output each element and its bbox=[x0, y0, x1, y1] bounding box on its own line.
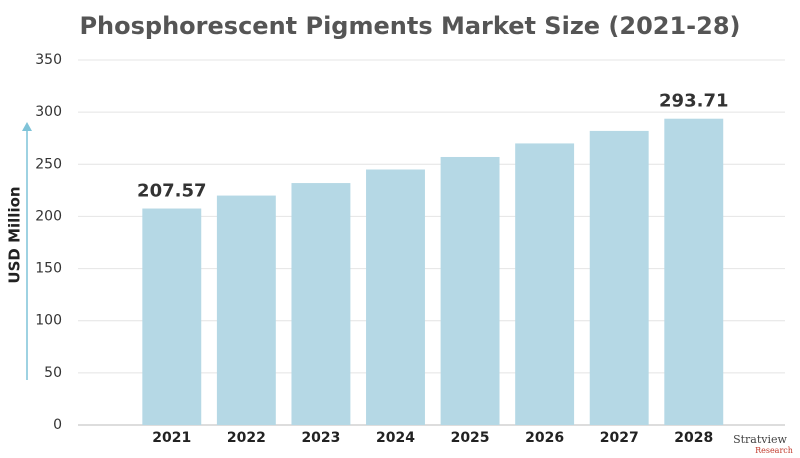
bar bbox=[589, 130, 649, 425]
y-tick-label: 300 bbox=[35, 104, 62, 120]
bar bbox=[142, 208, 202, 425]
bar bbox=[366, 169, 425, 425]
y-axis-label: USD Million bbox=[6, 186, 24, 283]
x-tick-label: 2022 bbox=[227, 430, 266, 446]
bar bbox=[664, 118, 724, 426]
logo-sub: Research bbox=[755, 446, 793, 455]
y-tick-label: 50 bbox=[44, 365, 62, 381]
bar bbox=[440, 156, 500, 425]
y-tick-label: 0 bbox=[53, 417, 62, 433]
x-tick-label: 2027 bbox=[600, 430, 639, 446]
axis-arrow-head bbox=[22, 122, 32, 131]
data-label: 293.71 bbox=[659, 91, 728, 112]
x-tick-label: 2026 bbox=[525, 430, 564, 446]
y-tick-label: 350 bbox=[35, 52, 62, 68]
x-tick-label: 2024 bbox=[376, 430, 415, 446]
y-tick-label: 150 bbox=[35, 261, 62, 277]
chart-title: Phosphorescent Pigments Market Size (202… bbox=[79, 12, 740, 40]
logo-name: Stratview bbox=[733, 433, 787, 446]
x-tick-label: 2023 bbox=[301, 430, 340, 446]
bar bbox=[291, 183, 351, 425]
bar bbox=[515, 143, 575, 425]
bar bbox=[216, 195, 276, 425]
x-tick-label: 2025 bbox=[451, 430, 490, 446]
x-tick-label: 2021 bbox=[152, 430, 191, 446]
y-tick-label: 250 bbox=[35, 156, 62, 172]
data-label: 207.57 bbox=[137, 181, 206, 202]
y-tick-label: 100 bbox=[35, 313, 62, 329]
x-tick-label: 2028 bbox=[674, 430, 713, 446]
y-tick-label: 200 bbox=[35, 208, 62, 224]
